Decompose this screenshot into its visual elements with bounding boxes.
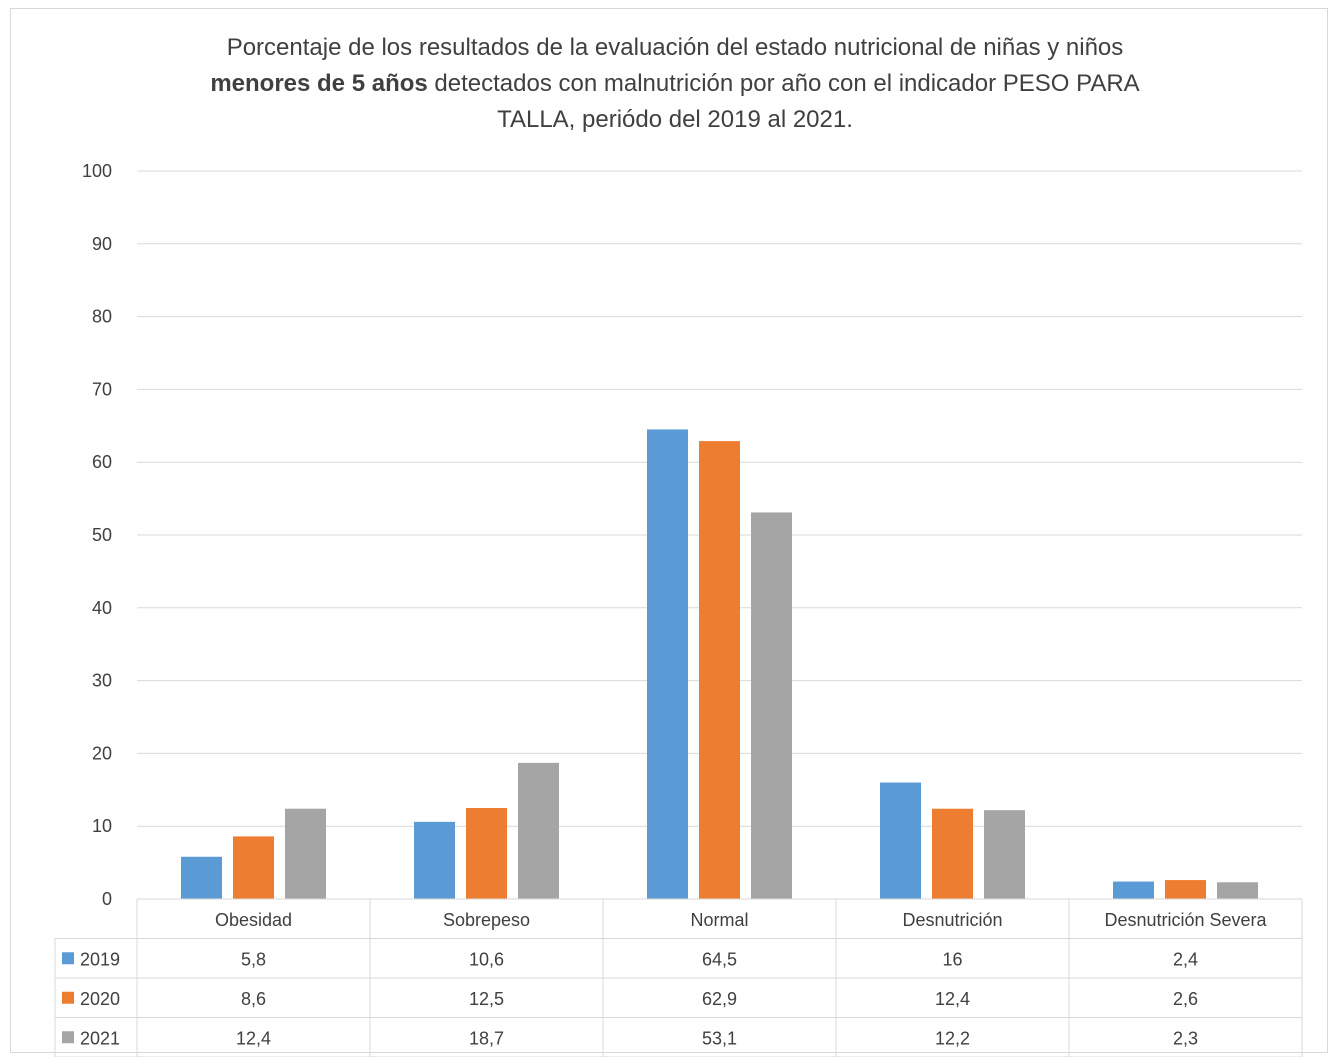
bar-2019	[1113, 881, 1154, 899]
y-tick-label: 100	[82, 161, 112, 181]
chart-title-bold: menores de 5 años	[210, 70, 428, 97]
y-tick-label: 10	[92, 816, 112, 836]
y-tick-label: 60	[92, 452, 112, 472]
data-table-value: 64,5	[702, 949, 737, 969]
data-table-value: 10,6	[469, 949, 504, 969]
data-table-value: 2,6	[1173, 989, 1198, 1009]
legend-key-2019	[62, 952, 74, 965]
y-tick-label: 70	[92, 379, 112, 399]
bar-2019	[414, 821, 455, 899]
legend-label: 2019	[80, 949, 120, 969]
bar-2021	[1217, 882, 1258, 899]
data-table-value: 5,8	[241, 949, 266, 969]
data-table-value: 8,6	[241, 989, 266, 1009]
y-tick-label: 50	[92, 525, 112, 545]
y-tick-label: 80	[92, 307, 112, 327]
bar-2021	[984, 810, 1025, 899]
data-table-value: 2,3	[1173, 1028, 1198, 1048]
chart-title-line-2: menores de 5 años detectados con malnutr…	[60, 66, 1290, 102]
y-tick-label: 30	[92, 671, 112, 691]
legend-label: 2020	[80, 989, 120, 1009]
bar-2020	[1165, 880, 1206, 899]
category-label: Obesidad	[215, 910, 292, 930]
bar-2019	[181, 856, 222, 899]
chart-title-line-2-rest: detectados con malnutrición por año con …	[427, 70, 1140, 97]
data-table-value: 12,2	[935, 1028, 970, 1048]
bar-2021	[751, 512, 792, 899]
y-tick-label: 0	[102, 889, 112, 909]
category-label: Desnutrición Severa	[1104, 910, 1267, 930]
bar-2020	[932, 808, 973, 899]
data-table-value: 62,9	[702, 989, 737, 1009]
chart-title-line-3: TALLA, periódo del 2019 al 2021.	[497, 106, 853, 133]
chart-title: Porcentaje de los resultados de la evalu…	[60, 30, 1290, 138]
chart-frame	[10, 8, 1328, 1053]
bar-2021	[285, 808, 326, 899]
bar-2020	[466, 808, 507, 899]
data-table-value: 12,5	[469, 989, 504, 1009]
legend-key-2020	[62, 991, 74, 1004]
legend-label: 2021	[80, 1028, 120, 1048]
bar-2021	[518, 762, 559, 899]
bar-2020	[699, 441, 740, 899]
data-table-value: 12,4	[236, 1028, 271, 1048]
data-table-value: 16	[942, 949, 962, 969]
category-label: Desnutrición	[902, 910, 1002, 930]
data-table-value: 53,1	[702, 1028, 737, 1048]
y-tick-label: 40	[92, 598, 112, 618]
y-tick-label: 20	[92, 743, 112, 763]
chart-title-line-1: Porcentaje de los resultados de la evalu…	[226, 34, 1124, 61]
bar-2019	[880, 782, 921, 899]
data-table-value: 18,7	[469, 1028, 504, 1048]
legend-key-2021	[62, 1031, 74, 1044]
bar-2020	[233, 836, 274, 899]
bar-2019	[647, 429, 688, 899]
data-table-value: 12,4	[935, 989, 970, 1009]
category-label: Sobrepeso	[443, 910, 530, 930]
y-tick-label: 90	[92, 234, 112, 254]
data-table-value: 2,4	[1173, 949, 1198, 969]
category-label: Normal	[690, 910, 748, 930]
